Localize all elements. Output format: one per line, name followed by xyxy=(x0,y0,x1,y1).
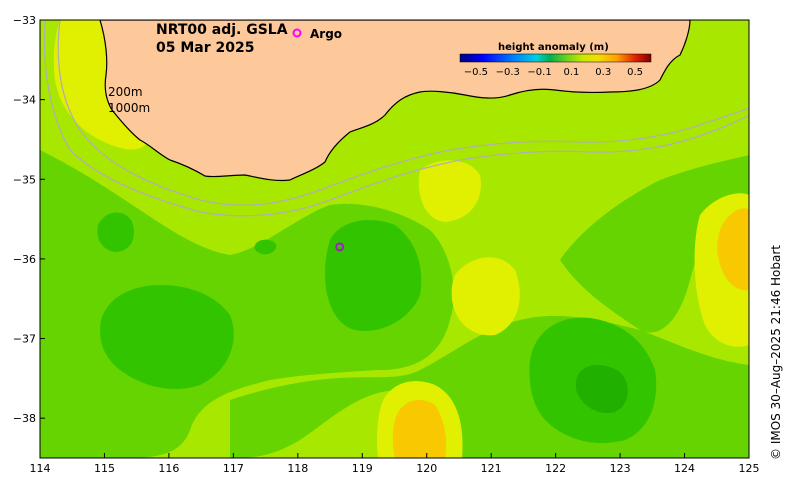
credit-text: © IMOS 30–Aug–2025 21:46 Hobart xyxy=(769,245,783,460)
y-axis: −33 −34 −35 −36 −37 −38 xyxy=(13,14,45,425)
isobath-1000m xyxy=(43,20,749,217)
dark-green-blob-center xyxy=(325,220,422,331)
y-tick-label: −33 xyxy=(13,14,36,27)
x-tick-label: 124 xyxy=(674,462,695,475)
orange-core-south xyxy=(392,400,447,458)
colorbar-tick-label: 0.5 xyxy=(627,67,643,78)
x-axis: 114 115 116 117 118 119 120 121 122 123 124 125 xyxy=(30,453,760,475)
yellow-region-center xyxy=(451,257,520,336)
colorbar-title: height anomaly (m) xyxy=(498,42,609,53)
y-tick-label: −34 xyxy=(13,94,36,107)
dark-green-blob-west xyxy=(100,285,234,390)
dark-green-blob-tiny xyxy=(254,239,277,255)
green-region-east xyxy=(560,155,749,333)
colorbar-tick-label: −0.3 xyxy=(496,67,520,78)
x-tick-label: 116 xyxy=(158,462,179,475)
argo-legend-icon xyxy=(292,28,302,38)
green-region-far-west xyxy=(40,150,75,330)
y-tick-label: −35 xyxy=(13,173,36,186)
y-tick-label: −38 xyxy=(13,412,36,425)
x-tick-label: 117 xyxy=(223,462,244,475)
map-date: 05 Mar 2025 xyxy=(156,40,254,56)
x-tick-label: 121 xyxy=(481,462,502,475)
argo-floats xyxy=(335,242,345,252)
x-tick-label: 125 xyxy=(739,462,760,475)
colorbar xyxy=(459,53,652,63)
map-title: NRT00 adj. GSLA xyxy=(156,22,288,38)
x-tick-label: 119 xyxy=(352,462,373,475)
colorbar-tick-label: −0.1 xyxy=(527,67,551,78)
x-tick-label: 115 xyxy=(94,462,115,475)
y-tick-label: −37 xyxy=(13,333,36,346)
plot-frame xyxy=(39,19,750,459)
x-tick-label: 120 xyxy=(416,462,437,475)
orange-core-east xyxy=(717,208,749,291)
darkest-green-core xyxy=(575,364,628,414)
anomaly-field xyxy=(40,20,749,458)
yellow-region-center-north xyxy=(418,160,481,222)
isobath-1000m-label: 1000m xyxy=(108,101,150,115)
colorbar-tick-label: 0.1 xyxy=(563,67,579,78)
y-tick-label: −36 xyxy=(13,253,36,266)
x-tick-label: 122 xyxy=(545,462,566,475)
argo-float-marker xyxy=(335,242,345,252)
argo-legend-label: Argo xyxy=(310,27,342,41)
x-tick-label: 123 xyxy=(610,462,631,475)
colorbar-tick-label: −0.5 xyxy=(464,67,488,78)
dark-green-blob-small xyxy=(97,212,135,252)
isobath-200m-label: 200m xyxy=(108,85,143,99)
colorbar-ticks: −0.5 −0.3 −0.1 0.1 0.3 0.5 xyxy=(464,67,643,78)
colorbar-tick-label: 0.3 xyxy=(595,67,611,78)
x-tick-label: 114 xyxy=(30,462,51,475)
isobath-200m xyxy=(57,20,749,206)
x-tick-label: 118 xyxy=(287,462,308,475)
